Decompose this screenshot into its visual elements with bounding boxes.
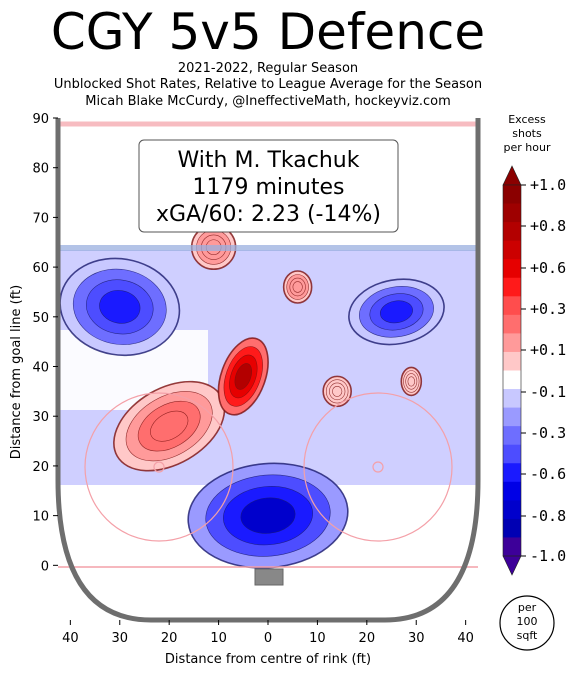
colorbar-swatch — [503, 277, 521, 297]
heatmap-layer — [58, 224, 478, 569]
colorbar-tick-label: -0.3 — [530, 424, 566, 442]
x-tick-label: 0 — [264, 631, 272, 646]
colorbar-swatch — [503, 426, 521, 446]
left-faceoff-dot — [153, 461, 165, 473]
info-box: With M. Tkachuk 1179 minutes xGA/60: 2.2… — [138, 139, 399, 233]
colorbar-swatch — [503, 240, 521, 260]
y-tick-label: 60 — [32, 261, 49, 276]
x-tick-label: 40 — [457, 631, 474, 646]
colorbar-swatches — [502, 165, 522, 576]
heatmap-region — [59, 257, 181, 357]
colorbar-swatch — [503, 185, 521, 205]
x-axis-label: Distance from centre of rink (ft) — [165, 652, 371, 667]
colorbar-frame — [502, 184, 522, 557]
x-tick-label: 20 — [359, 631, 376, 646]
heatmap-region — [348, 278, 445, 346]
y-tick-label: 90 — [32, 112, 49, 127]
subtitle-description: Unblocked Shot Rates, Relative to League… — [53, 77, 483, 92]
colorbar-swatch — [503, 222, 521, 242]
x-tick-label: 30 — [111, 631, 128, 646]
colorbar-swatch — [503, 203, 521, 223]
heatmap-region — [322, 375, 352, 408]
info-box-frame — [138, 139, 399, 233]
goal-net — [254, 568, 284, 586]
colorbar-tick-label: +0.6 — [530, 259, 566, 277]
right-faceoff-circle — [303, 392, 453, 542]
colorbar-swatch — [503, 296, 521, 316]
y-tick-label: 40 — [32, 361, 49, 376]
colorbar-tick-label: +0.1 — [530, 341, 566, 359]
colorbar-swatch — [503, 389, 521, 409]
info-xga: xGA/60: 2.23 (-14%) — [156, 202, 381, 227]
y-axis-label: Distance from goal line (ft) — [9, 285, 24, 459]
heatmap-contour — [150, 410, 189, 442]
colorbar-swatch — [503, 407, 521, 427]
colorbar-tick-label: +1.0 — [530, 176, 566, 194]
x-tick-label: 30 — [408, 631, 425, 646]
info-player: With M. Tkachuk — [178, 148, 360, 173]
colorbar-bottom-arrow — [502, 555, 522, 576]
colorbar-tick-label: +0.3 — [530, 300, 566, 318]
heatmap-contour — [99, 290, 141, 324]
info-minutes: 1179 minutes — [192, 175, 344, 200]
subtitle-author: Micah Blake McCurdy, @IneffectiveMath, h… — [85, 94, 451, 109]
heatmap-regions — [59, 224, 445, 569]
y-tick-label: 20 — [32, 460, 49, 475]
colorbar-swatch — [503, 481, 521, 501]
colorbar-swatch — [503, 259, 521, 279]
unit-line1: per — [518, 601, 537, 614]
y-tick-label: 80 — [32, 162, 49, 177]
colorbar-top-arrow — [502, 165, 522, 186]
y-axis: 0 10 20 30 40 50 60 70 80 90 — [32, 112, 58, 574]
left-faceoff-circle — [84, 392, 234, 542]
heatmap-region — [187, 462, 349, 569]
heatmap-contour — [407, 376, 415, 387]
y-tick-label: 50 — [32, 311, 49, 326]
colorbar-swatch — [503, 333, 521, 353]
x-tick-label: 20 — [161, 631, 178, 646]
right-faceoff-dot — [372, 461, 384, 473]
heatmap-region — [400, 366, 423, 397]
heatmap-region — [282, 270, 313, 304]
subtitle-season: 2021-2022, Regular Season — [177, 61, 359, 76]
heatmap-contour — [234, 363, 253, 390]
colorbar-tick-label: +0.8 — [530, 217, 566, 235]
unit-line3: sqft — [517, 629, 538, 642]
heatmap-contour — [332, 385, 343, 397]
heatmap-contour — [379, 300, 413, 324]
colorbar-title-line3: per hour — [504, 141, 551, 154]
colorbar-swatch — [503, 518, 521, 538]
colorbar-swatch — [503, 537, 521, 557]
colorbar-swatch — [503, 351, 521, 371]
x-tick-label: 10 — [309, 631, 326, 646]
colorbar-swatch — [503, 370, 521, 390]
heatmap-contour — [240, 497, 296, 534]
colorbar-swatch — [503, 500, 521, 520]
colorbar-tick-label: -0.8 — [530, 507, 566, 525]
colorbar-ticks: +1.0 +0.8 +0.6 +0.3 +0.1 -0.1 -0.3 -0.6 -0.8 -1.0 — [521, 176, 566, 565]
colorbar-swatch — [503, 444, 521, 464]
colorbar-swatch — [503, 463, 521, 483]
x-tick-label: 10 — [210, 631, 227, 646]
colorbar-tick-label: -0.1 — [530, 383, 566, 401]
colorbar-tick-label: -1.0 — [530, 547, 566, 565]
colorbar-swatch — [503, 314, 521, 334]
chart-title: CGY 5v5 Defence — [50, 3, 486, 61]
heatmap-contour — [292, 281, 303, 293]
y-tick-label: 10 — [32, 510, 49, 525]
y-tick-label: 70 — [32, 211, 49, 226]
rink-plot-area — [55, 118, 481, 623]
x-axis: 40 30 20 10 0 10 20 30 40 — [62, 620, 474, 646]
colorbar-tick-label: -0.6 — [530, 465, 566, 483]
colorbar: Excess shots per hour +1.0 +0.8 +0.6 +0.3 +0… — [499, 113, 566, 651]
colorbar-title-line1: Excess — [508, 113, 546, 126]
colorbar-title-line2: shots — [512, 127, 542, 140]
unit-badge — [499, 595, 555, 651]
unit-line2: 100 — [517, 615, 538, 628]
x-tick-label: 40 — [62, 631, 79, 646]
heatmap-region — [217, 337, 269, 416]
y-tick-label: 0 — [41, 559, 49, 574]
y-tick-label: 30 — [32, 410, 49, 425]
